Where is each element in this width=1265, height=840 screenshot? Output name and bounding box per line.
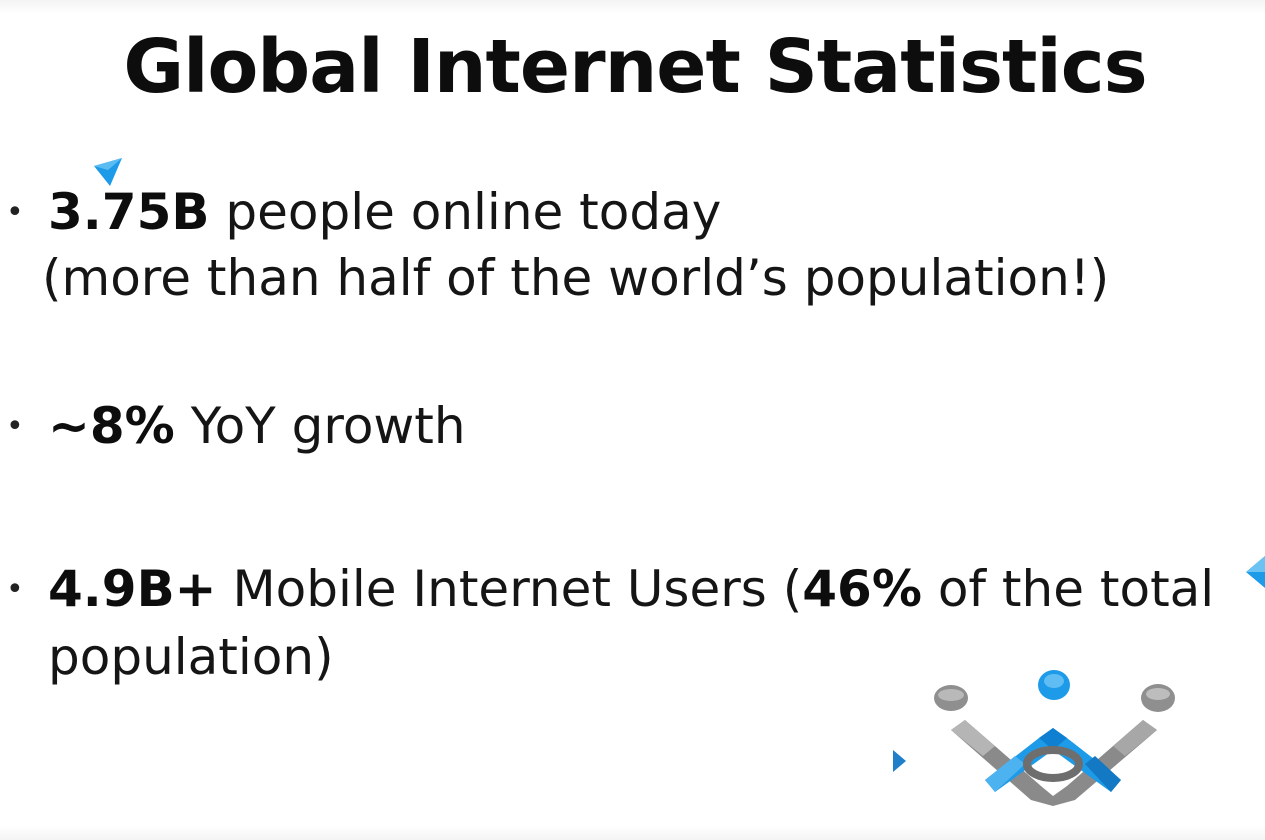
bullet-line: 4.9B+ Mobile Internet Users (46% of the …	[48, 557, 1214, 622]
bullet-line: 3.75B people online today	[48, 180, 721, 245]
bullet-dot-icon: •	[6, 409, 24, 444]
people-network-logo-icon	[934, 670, 1175, 806]
bullet-highlight: ~8%	[48, 397, 175, 455]
bullet-line: ~8% YoY growth	[48, 394, 466, 459]
bullet-line-continued: (more than half of the world’s populatio…	[42, 249, 1110, 307]
bullet-dot-icon: •	[6, 195, 24, 230]
bullet-highlight: 4.9B+	[48, 560, 217, 618]
bullet-line-continued: population)	[48, 628, 334, 686]
bullet-text-end: of the total	[921, 560, 1215, 618]
triangle-decoration-icon	[94, 158, 122, 186]
triangle-decoration-icon	[1246, 556, 1265, 588]
bullet-text: Mobile Internet Users (	[216, 560, 803, 618]
bullet-highlight-percent: 46%	[802, 560, 922, 618]
bullet-highlight: 3.75B	[48, 183, 210, 241]
bullet-text: people online today	[209, 183, 722, 241]
triangle-decoration-icon	[893, 750, 906, 772]
bullet-text: YoY growth	[174, 397, 466, 455]
slide-title: Global Internet Statistics	[123, 24, 1147, 110]
bullet-dot-icon: •	[6, 572, 24, 607]
